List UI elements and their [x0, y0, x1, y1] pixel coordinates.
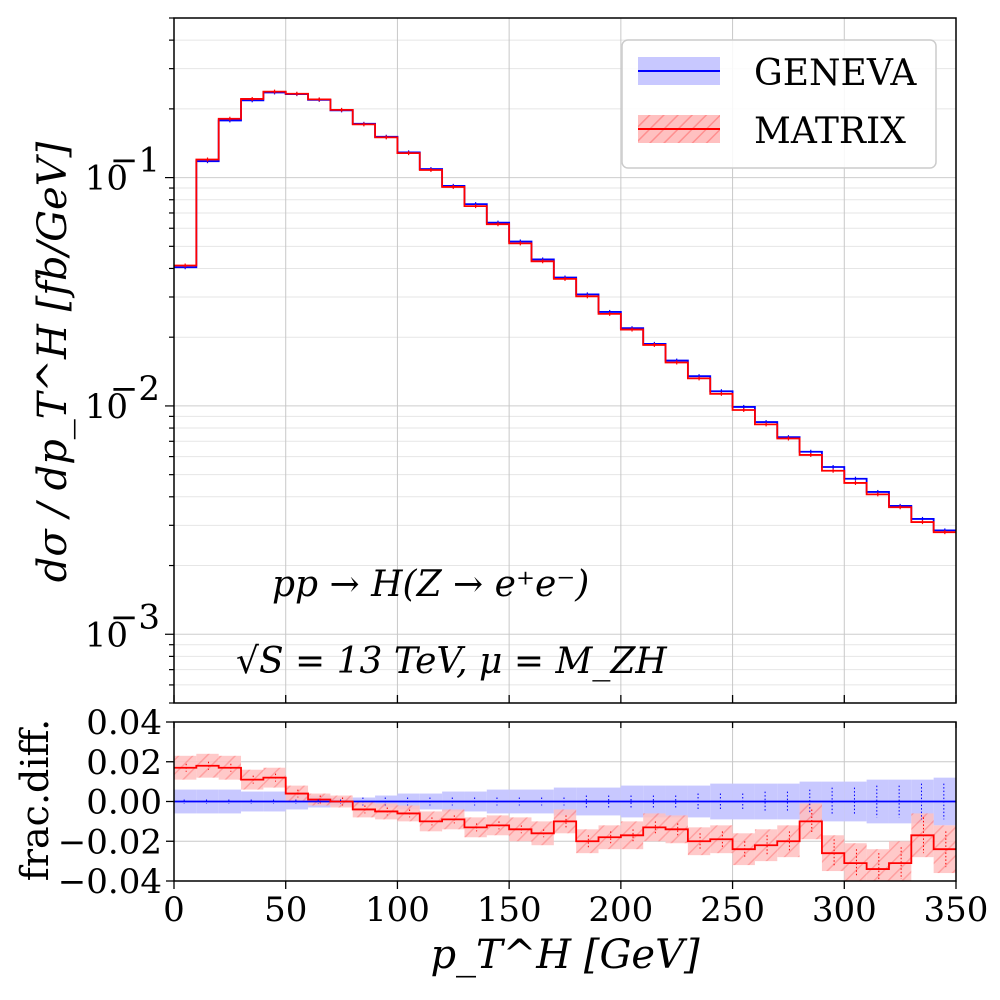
- ratio-y-axis-label: frac.diff.: [13, 719, 57, 881]
- main-axes-frame: [173, 17, 957, 704]
- legend-geneva-label: GENEVA: [754, 53, 917, 94]
- matrix-ratio-line: [174, 764, 956, 870]
- main-axes: 10−310−210−1: [85, 17, 957, 704]
- main-y-tick-label: 10: [85, 387, 128, 427]
- legend: GENEVA MATRIX: [621, 39, 937, 169]
- x-tick-label: 200: [588, 890, 653, 930]
- ratio-plot-area: [174, 753, 956, 881]
- main-y-tick-exponent: −1: [110, 141, 160, 181]
- main-plot-panel: 10−310−210−1 GENEVA MATRIX pp → H(Z → e⁺…: [30, 17, 957, 704]
- main-plot-area: [174, 89, 956, 535]
- x-tick-label: 350: [924, 890, 989, 930]
- x-tick-label: 100: [365, 890, 430, 930]
- ratio-y-tick-label: 0.04: [86, 703, 162, 743]
- main-y-axis-label: dσ / dp_T^H [fb/GeV]: [30, 141, 76, 582]
- x-tick-label: 0: [163, 890, 185, 930]
- main-y-tick-label: 10: [85, 159, 128, 199]
- x-tick-label: 150: [477, 890, 542, 930]
- ratio-y-tick-label: 0.02: [86, 743, 162, 783]
- process-annotation: pp → H(Z → e⁺e⁻): [272, 564, 589, 605]
- ratio-y-tick-label: −0.04: [58, 862, 162, 902]
- matrix-uncertainty-band: [844, 843, 867, 881]
- x-axis-label: p_T^H [GeV]: [430, 932, 700, 978]
- energy-scale-annotation: √S = 13 TeV, μ = M_ZH: [236, 641, 667, 682]
- main-y-tick-label: 10: [85, 615, 128, 655]
- legend-matrix-label: MATRIX: [754, 111, 906, 152]
- x-tick-label: 250: [700, 890, 765, 930]
- matrix-uncertainty-band: [888, 841, 912, 881]
- ratio-plot-panel: 0 50 100 150 200 250 300 350 −0.04−0.020.000.020…: [13, 703, 988, 978]
- x-tick-label: 50: [264, 890, 307, 930]
- ratio-y-tick-label: 0.00: [86, 783, 162, 823]
- ratio-axes: 0 50 100 150 200 250 300 350 −0.04−0.020.000.020…: [58, 703, 989, 930]
- ratio-y-tick-label: −0.02: [58, 822, 162, 862]
- x-tick-label: 300: [812, 890, 877, 930]
- matrix-uncertainty-band: [866, 849, 889, 881]
- main-y-tick-exponent: −3: [110, 597, 160, 637]
- main-y-tick-exponent: −2: [110, 369, 160, 409]
